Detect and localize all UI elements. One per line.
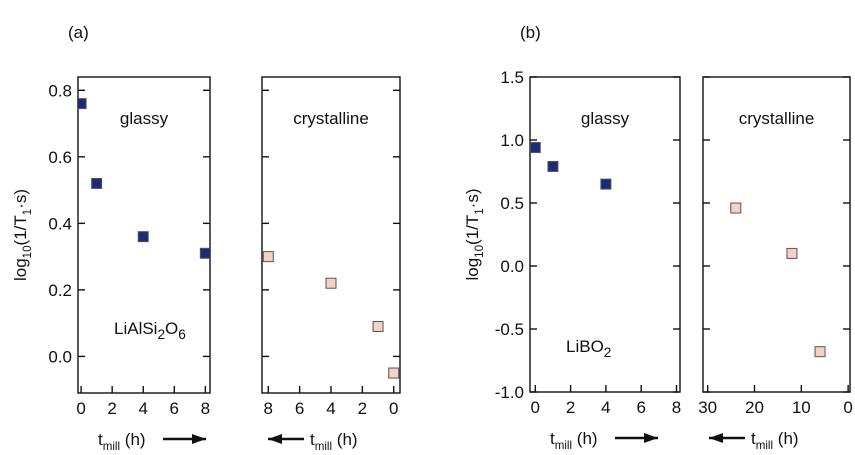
text-part: 1 bbox=[22, 209, 34, 215]
plot-frame bbox=[529, 76, 681, 393]
text-part: log bbox=[11, 258, 30, 281]
text-part: 10 bbox=[474, 245, 486, 258]
data-point bbox=[78, 98, 87, 110]
data-point bbox=[388, 367, 400, 379]
data-point bbox=[786, 247, 798, 259]
x-tick-label: 0 bbox=[76, 399, 85, 418]
arrow-head bbox=[709, 433, 723, 443]
text-part: mill bbox=[756, 440, 773, 452]
x-tick-label: 2 bbox=[107, 399, 116, 418]
text-part: 2 bbox=[604, 345, 612, 360]
text-part: ·s) bbox=[463, 188, 482, 208]
y-tick-label: 0.4 bbox=[48, 214, 72, 233]
x-tick-label: 20 bbox=[745, 398, 764, 417]
text-part: 1 bbox=[474, 208, 486, 214]
x-axis-label: tmill (h) bbox=[751, 429, 799, 452]
y-tick-label: 0.0 bbox=[500, 257, 524, 276]
x-tick-label: 2 bbox=[358, 399, 367, 418]
x-tick-label: 0 bbox=[389, 399, 398, 418]
y-tick-label: 0.5 bbox=[500, 194, 524, 213]
text-part: t bbox=[98, 430, 103, 449]
text-part: t bbox=[550, 429, 555, 448]
text-part: (h) bbox=[572, 429, 598, 448]
x-tick-label: 0 bbox=[531, 398, 540, 417]
text-part: (h) bbox=[773, 429, 799, 448]
data-point bbox=[372, 320, 384, 332]
region-label: glassy bbox=[581, 109, 630, 128]
x-tick-label: 4 bbox=[326, 399, 335, 418]
text-part: O bbox=[165, 319, 178, 338]
y-tick-label: 1.0 bbox=[500, 131, 524, 150]
panel-label: (a) bbox=[68, 23, 89, 42]
text-part: mill bbox=[103, 441, 120, 453]
y-tick-label: 0.6 bbox=[48, 148, 72, 167]
text-part: mill bbox=[315, 441, 332, 453]
x-tick-label: 6 bbox=[170, 399, 179, 418]
x-tick-label: 4 bbox=[601, 398, 610, 417]
y-tick-label: 0.2 bbox=[48, 281, 72, 300]
y-axis-label: log10(1/T1·s) bbox=[463, 188, 486, 280]
y-tick-label: -1.0 bbox=[495, 383, 524, 402]
text-part: 6 bbox=[178, 327, 186, 342]
data-point bbox=[730, 202, 742, 214]
x-tick-label: 8 bbox=[201, 399, 210, 418]
x-axis-label: tmill (h) bbox=[98, 430, 146, 453]
y-tick-label: 0.8 bbox=[48, 81, 72, 100]
x-tick-label: 4 bbox=[138, 399, 147, 418]
data-point bbox=[199, 247, 210, 259]
y-axis-label: log10(1/T1·s) bbox=[11, 189, 34, 281]
panel-label: (b) bbox=[520, 23, 541, 42]
arrow-head bbox=[268, 434, 282, 444]
data-point bbox=[137, 231, 149, 243]
text-part: 10 bbox=[22, 245, 34, 258]
text-part: t bbox=[751, 429, 756, 448]
data-point bbox=[600, 178, 612, 190]
x-tick-label: 8 bbox=[672, 398, 681, 417]
compound-label: LiBO2 bbox=[566, 337, 611, 360]
region-label: glassy bbox=[120, 109, 169, 128]
text-part: (1/T bbox=[463, 215, 482, 245]
data-point bbox=[814, 346, 826, 358]
text-part: log bbox=[463, 258, 482, 281]
data-point bbox=[91, 177, 103, 189]
region-label: crystalline bbox=[293, 109, 369, 128]
compound-label: LiAlSi2O6 bbox=[114, 319, 186, 342]
arrow-head bbox=[192, 434, 206, 444]
x-tick-label: 6 bbox=[295, 399, 304, 418]
x-tick-label: 30 bbox=[698, 398, 717, 417]
text-part: (1/T bbox=[11, 215, 30, 245]
y-tick-label: 0.0 bbox=[48, 347, 72, 366]
text-part: 2 bbox=[157, 327, 165, 342]
text-part: LiAlSi bbox=[114, 319, 157, 338]
text-part: (h) bbox=[332, 430, 358, 449]
plot-frame bbox=[702, 76, 851, 393]
text-part: LiBO bbox=[566, 337, 604, 356]
text-part: (h) bbox=[120, 430, 146, 449]
plot-frame bbox=[77, 76, 211, 394]
x-tick-label: 0 bbox=[843, 398, 852, 417]
x-tick-label: 8 bbox=[264, 399, 273, 418]
data-point bbox=[530, 142, 541, 154]
x-axis-label: tmill (h) bbox=[550, 429, 598, 452]
y-tick-label: 1.5 bbox=[500, 68, 524, 87]
x-tick-label: 6 bbox=[636, 398, 645, 417]
x-tick-label: 10 bbox=[792, 398, 811, 417]
text-part: mill bbox=[555, 440, 572, 452]
text-part: t bbox=[310, 430, 315, 449]
data-point bbox=[547, 160, 559, 172]
region-label: crystalline bbox=[739, 109, 815, 128]
text-part: ·s) bbox=[11, 189, 30, 209]
x-axis-label: tmill (h) bbox=[310, 430, 358, 453]
arrow-head bbox=[644, 433, 658, 443]
x-tick-label: 2 bbox=[566, 398, 575, 417]
data-point bbox=[262, 251, 274, 263]
y-tick-label: -0.5 bbox=[495, 320, 524, 339]
data-point bbox=[325, 277, 337, 289]
